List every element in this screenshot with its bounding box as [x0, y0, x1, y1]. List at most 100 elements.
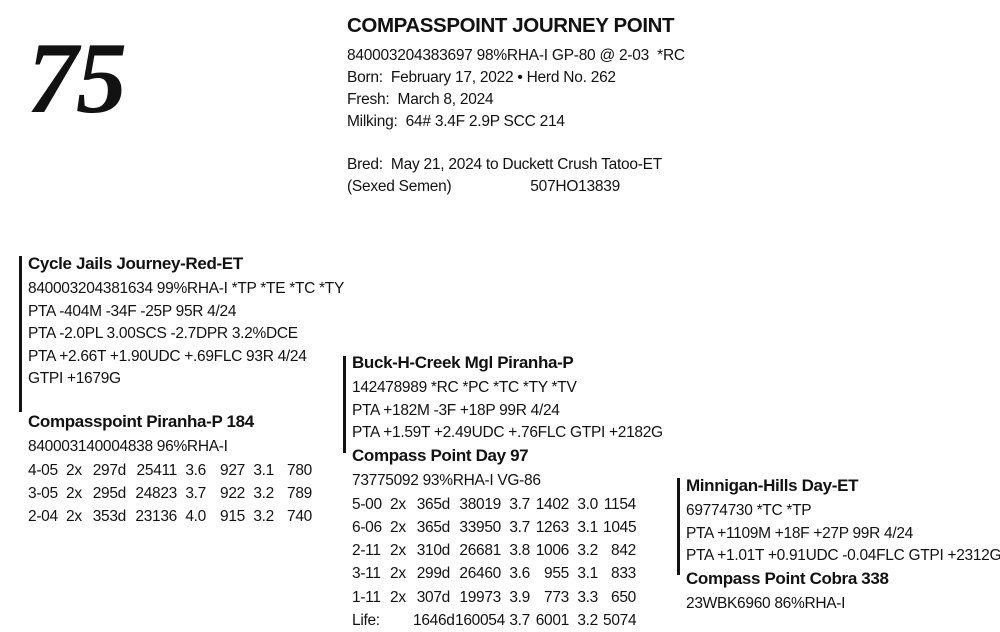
record-cell: 2x [390, 562, 408, 585]
record-cell: 3.6 [506, 562, 530, 585]
record-cell: 295d [89, 482, 126, 505]
record-cell: 2x [390, 493, 408, 516]
record-cell: 33950 [455, 516, 501, 539]
sire-block: Cycle Jails Journey-Red-ET 8400032043816… [28, 253, 344, 391]
record-cell: 1006 [535, 539, 569, 562]
record-cell: 297d [89, 459, 126, 482]
great-granddam-name: Compass Point Cobra 338 [686, 568, 889, 589]
semen-type-label: (Sexed Semen) [347, 176, 451, 198]
service-sire-code: 507HO13839 [530, 176, 620, 198]
pedigree-line: GTPI +1679G [28, 368, 344, 391]
record-cell: 1646d [413, 609, 450, 632]
pedigree-line: 23WBK6960 86%RHA-I [686, 593, 889, 616]
record-cell: 2x [66, 459, 84, 482]
sire-name: Cycle Jails Journey-Red-ET [28, 253, 344, 274]
pedigree-line: 840003204381634 99%RHA-I *TP *TE *TC *TY [28, 278, 344, 301]
maternal-grandsire-name: Buck-H-Creek Mgl Piranha-P [352, 352, 663, 373]
record-cell: 3.3 [574, 586, 598, 609]
record-cell: 3.7 [506, 609, 530, 632]
record-cell: 3.1 [574, 562, 598, 585]
record-cell: 26681 [455, 539, 501, 562]
record-cell: 842 [603, 539, 636, 562]
pedigree-line: PTA -404M -34F -25P 95R 4/24 [28, 301, 344, 324]
pedigree-line: PTA +1109M +18F +27P 99R 4/24 [686, 523, 1000, 546]
record-cell: 3.2 [250, 505, 274, 528]
record-cell: 740 [279, 505, 312, 528]
record-cell: 3.7 [506, 516, 530, 539]
record-cell: 2-04 [28, 505, 61, 528]
record-cell: 773 [535, 586, 569, 609]
great-granddam-detail-lines: 23WBK6960 86%RHA-I [686, 593, 889, 616]
record-cell: 24823 [131, 482, 177, 505]
dam-name: Compasspoint Piranha-P 184 [28, 411, 312, 432]
record-cell [390, 609, 408, 632]
record-cell: 3.7 [182, 482, 206, 505]
record-cell: 3-11 [352, 562, 385, 585]
animal-header: COMPASSPOINT JOURNEY POINT 8400032043836… [347, 14, 685, 198]
record-cell: 1402 [535, 493, 569, 516]
record-cell: 19973 [455, 586, 501, 609]
breeding-info: Bred: May 21, 2024 to Duckett Crush Tato… [347, 154, 685, 198]
record-cell: 3.2 [250, 482, 274, 505]
record-cell: 3.9 [506, 586, 530, 609]
record-cell: 310d [413, 539, 450, 562]
record-cell: 5-00 [352, 493, 385, 516]
record-cell: 2x [390, 539, 408, 562]
record-cell: 6-06 [352, 516, 385, 539]
record-cell: 3.1 [250, 459, 274, 482]
bred-line: Bred: May 21, 2024 to Duckett Crush Tato… [347, 154, 685, 176]
pedigree-line: 73775092 93%RHA-I VG-86 [352, 470, 636, 493]
maternal-granddam-name: Compass Point Day 97 [352, 445, 636, 466]
pedigree-line: PTA +182M -3F +18P 99R 4/24 [352, 400, 663, 423]
record-cell: 5074 [603, 609, 636, 632]
registration-line: 840003204383697 98%RHA-I GP-80 @ 2-03 *R… [347, 45, 685, 67]
dam-detail-lines: 840003140004838 96%RHA-I [28, 436, 312, 459]
pedigree-line: 142478989 *RC *PC *TC *TY *TV [352, 377, 663, 400]
fresh-line: Fresh: March 8, 2024 [347, 89, 685, 111]
record-cell: 1045 [603, 516, 636, 539]
record-cell: 3.1 [574, 516, 598, 539]
record-cell: 4-05 [28, 459, 61, 482]
record-cell: Life: [352, 609, 385, 632]
great-granddam-block: Compass Point Cobra 338 23WBK6960 86%RHA… [686, 568, 889, 616]
record-cell: 26460 [455, 562, 501, 585]
record-cell: 1263 [535, 516, 569, 539]
pedigree-line: 840003140004838 96%RHA-I [28, 436, 312, 459]
dam-block: Compasspoint Piranha-P 184 8400031400048… [28, 411, 312, 528]
record-cell: 650 [603, 586, 636, 609]
record-cell: 3.6 [182, 459, 206, 482]
record-cell: 3.2 [574, 539, 598, 562]
record-cell: 2-11 [352, 539, 385, 562]
record-cell: 780 [279, 459, 312, 482]
record-cell: 1-11 [352, 586, 385, 609]
record-cell: 160054 [455, 609, 501, 632]
record-cell: 3.0 [574, 493, 598, 516]
record-cell: 2x [390, 516, 408, 539]
record-cell: 307d [413, 586, 450, 609]
maternal-granddam-detail-lines: 73775092 93%RHA-I VG-86 [352, 470, 636, 493]
pedigree-line: PTA -2.0PL 3.00SCS -2.7DPR 3.2%DCE [28, 323, 344, 346]
pedigree-line: PTA +1.01T +0.91UDC -0.04FLC GTPI +2312G [686, 545, 1000, 568]
milking-line: Milking: 64# 3.4F 2.9P SCC 214 [347, 111, 685, 133]
record-cell: 3.2 [574, 609, 598, 632]
sire-detail-lines: 840003204381634 99%RHA-I *TP *TE *TC *TY… [28, 278, 344, 391]
record-cell: 3.8 [506, 539, 530, 562]
animal-name: COMPASSPOINT JOURNEY POINT [347, 14, 685, 38]
record-cell: 38019 [455, 493, 501, 516]
record-cell: 4.0 [182, 505, 206, 528]
record-cell: 299d [413, 562, 450, 585]
record-cell: 1154 [603, 493, 636, 516]
